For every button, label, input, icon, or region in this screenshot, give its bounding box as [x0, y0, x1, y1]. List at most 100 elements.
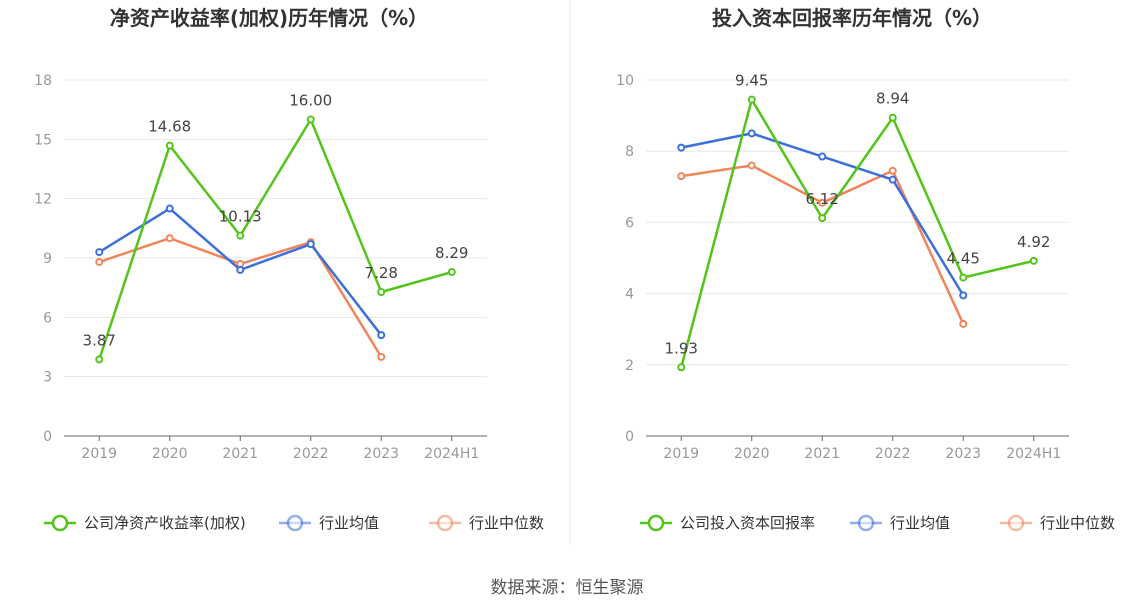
legend-label: 行业中位数 — [469, 514, 544, 532]
legend-label: 公司净资产收益率(加权) — [84, 514, 246, 532]
data-point-company — [747, 95, 756, 104]
legend-marker-icon — [1007, 514, 1025, 532]
data-point-avg — [888, 175, 897, 184]
series-avg — [95, 204, 386, 340]
legend-item-company: 公司投入资本回报率 — [640, 514, 815, 532]
data-point-median — [888, 166, 897, 175]
x-tick-label: 2019 — [663, 446, 699, 462]
chart-panel-2: 投入资本回报率历年情况（%） 0 2 4 6 8 10 2019 2020 2021 2022 202… — [616, 6, 1115, 532]
x-tick-label: 2022 — [293, 446, 329, 462]
data-point-median — [747, 161, 756, 170]
series-line-company — [680, 98, 1035, 368]
chart-panel-1: 净资产收益率(加权)历年情况（%） 0 3 6 9 12 15 18 2019 2020 2021 2… — [34, 6, 544, 532]
data-point-avg — [377, 331, 386, 340]
data-point-median — [165, 234, 174, 243]
x-tick-label: 2023 — [363, 446, 399, 462]
data-point-company — [95, 355, 104, 364]
data-point-company — [677, 363, 686, 372]
y-tick-label: 0 — [625, 429, 634, 445]
legend-marker-icon — [857, 514, 875, 532]
y-tick-label: 6 — [43, 310, 52, 326]
y-tick-label: 8 — [625, 144, 634, 160]
y-tick-label: 2 — [625, 358, 634, 374]
data-point-median — [677, 172, 686, 181]
data-point-median — [818, 198, 827, 207]
x-tick-label: 2024H1 — [1006, 446, 1061, 462]
x-tick-label: 2019 — [81, 446, 117, 462]
y-tick-label: 10 — [616, 73, 634, 89]
chart-title: 投入资本回报率历年情况（%） — [712, 6, 992, 30]
data-point-median — [959, 319, 968, 328]
data-point-avg — [236, 265, 245, 274]
data-label: 4.45 — [947, 250, 980, 268]
y-tick-label: 18 — [34, 73, 52, 89]
data-point-median — [377, 352, 386, 361]
legend-label: 行业均值 — [890, 514, 950, 532]
data-point-company — [236, 231, 245, 240]
x-tick-label: 2022 — [875, 446, 911, 462]
legend-marker-icon — [647, 514, 665, 532]
data-point-company — [959, 273, 968, 282]
legend-item-median: 行业中位数 — [1000, 514, 1115, 532]
x-tick-label: 2020 — [734, 446, 770, 462]
data-point-company — [447, 268, 456, 277]
y-tick-label: 3 — [43, 370, 52, 386]
chart-title: 净资产收益率(加权)历年情况（%） — [110, 6, 428, 30]
legend-marker-icon — [286, 514, 304, 532]
data-source-note: 数据来源：恒生聚源 — [491, 578, 644, 598]
data-label: 6.12 — [806, 190, 839, 208]
series-avg — [677, 129, 968, 300]
data-point-company — [818, 214, 827, 223]
data-point-avg — [677, 143, 686, 152]
y-tick-label: 6 — [625, 215, 634, 231]
series-median — [677, 161, 968, 328]
data-label: 8.94 — [876, 90, 909, 108]
series-line-median — [98, 236, 383, 358]
data-point-avg — [165, 204, 174, 213]
series-company: 1.93 9.45 6.12 8.94 4.45 4.92 — [665, 72, 1050, 372]
data-label: 8.29 — [435, 244, 468, 262]
data-point-company — [377, 288, 386, 297]
x-tick-label: 2020 — [152, 446, 188, 462]
x-tick-label: 2024H1 — [424, 446, 479, 462]
legend-item-median: 行业中位数 — [429, 514, 544, 532]
data-label: 7.28 — [365, 264, 398, 282]
data-label: 1.93 — [665, 339, 698, 357]
data-point-company — [165, 141, 174, 150]
data-label: 10.13 — [219, 208, 262, 226]
data-point-company — [306, 115, 315, 124]
legend-item-avg: 行业均值 — [850, 514, 950, 532]
data-point-avg — [306, 240, 315, 249]
legend-label: 行业均值 — [319, 514, 379, 532]
data-label: 16.00 — [289, 92, 332, 110]
legend-item-avg: 行业均值 — [279, 514, 379, 532]
data-point-avg — [747, 129, 756, 138]
series-company: 3.87 14.68 10.13 16.00 7.28 8.29 — [83, 92, 468, 364]
data-label: 4.92 — [1017, 233, 1050, 251]
y-tick-label: 0 — [43, 429, 52, 445]
x-tick-label: 2021 — [804, 446, 840, 462]
data-point-company — [1029, 256, 1038, 265]
data-point-median — [95, 257, 104, 266]
legend-marker-icon — [436, 514, 454, 532]
series-line-company — [98, 118, 453, 360]
data-label: 9.45 — [735, 72, 768, 90]
data-point-avg — [95, 248, 104, 257]
x-tick-label: 2023 — [945, 446, 981, 462]
y-tick-label: 15 — [34, 132, 52, 148]
legend-item-company: 公司净资产收益率(加权) — [44, 514, 246, 532]
legend-marker-icon — [51, 514, 69, 532]
data-label: 14.68 — [148, 118, 191, 136]
x-tick-label: 2021 — [222, 446, 258, 462]
data-label: 3.87 — [83, 331, 116, 349]
y-tick-label: 12 — [34, 192, 52, 208]
y-tick-label: 9 — [43, 251, 52, 267]
data-point-avg — [818, 152, 827, 161]
data-point-avg — [959, 291, 968, 300]
y-tick-label: 4 — [625, 287, 634, 303]
legend-label: 行业中位数 — [1040, 514, 1115, 532]
series-median — [95, 234, 386, 361]
data-point-company — [888, 113, 897, 122]
legend-label: 公司投入资本回报率 — [680, 514, 815, 532]
